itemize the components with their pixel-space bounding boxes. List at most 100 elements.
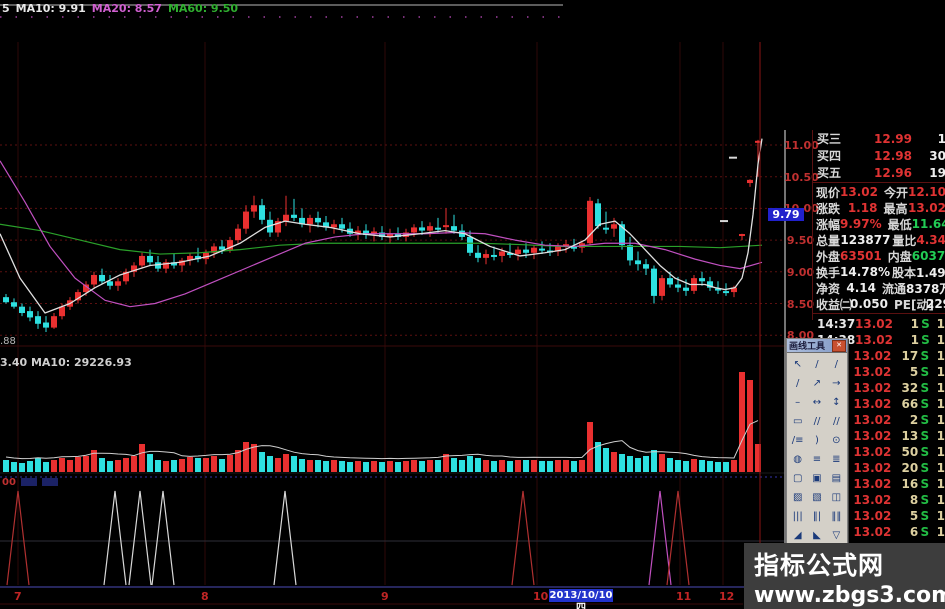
- trade-price: 13.02: [853, 445, 892, 459]
- tool-horizontal-segment[interactable]: –: [788, 393, 808, 412]
- trade-row[interactable]: 13.02 66 S 1: [812, 396, 945, 412]
- tool-arrow-line[interactable]: →: [826, 374, 846, 393]
- tool-shaded-channel[interactable]: ▨: [788, 488, 808, 507]
- tool-parallel-channel[interactable]: //: [826, 412, 846, 431]
- volume-ma-header: 3.40 MA10: 29226.93: [0, 356, 132, 369]
- tool-horizontal-line[interactable]: ↔: [807, 393, 827, 412]
- trade-count: 1: [936, 429, 945, 443]
- tool-gann-box[interactable]: ▢: [788, 469, 808, 488]
- tool-cycle-lines[interactable]: ‖‖: [826, 507, 846, 526]
- trade-price: 13.02: [853, 381, 892, 395]
- tool-fibonacci-levels[interactable]: ≡: [807, 450, 827, 469]
- price-scale-label: 11.00: [784, 139, 819, 152]
- trade-count: 1: [936, 333, 945, 347]
- indicator3-header: 00: [2, 477, 58, 488]
- quote-label: 股本: [892, 265, 917, 280]
- quote-value: 123877: [840, 233, 891, 247]
- trade-row[interactable]: 13.02 13 S 1: [812, 428, 945, 444]
- tool-trend-line[interactable]: /: [826, 355, 846, 374]
- drawing-tools-window[interactable]: 画线工具 ✕ ↖ / / / ↗ → – ↔ ↕ ▭/////≡) ⊙ ◍ ≡ ≣ ▢ ▣ ▤ ▨ ▧ ◫ ||| ‖| ‖…: [786, 338, 848, 564]
- tool-ray[interactable]: ↗: [807, 374, 827, 393]
- trade-volume: 5: [909, 365, 919, 379]
- bid-label: 买四: [817, 149, 842, 163]
- tool-angle-lines[interactable]: /≡: [788, 431, 808, 450]
- quote-label: 内盘: [887, 249, 912, 264]
- tool-parallel-lines[interactable]: //: [807, 412, 827, 431]
- trade-price: 13.02: [853, 349, 892, 363]
- tool-arc[interactable]: ): [807, 431, 827, 450]
- trade-price: 13.02: [853, 413, 892, 427]
- drawing-tools-titlebar[interactable]: 画线工具 ✕: [787, 339, 847, 353]
- quote-label: 收益㈡: [816, 297, 853, 312]
- bid-label: 买五: [817, 166, 842, 180]
- bid-row[interactable]: 买四 12.98 30: [813, 147, 945, 164]
- tool-gann-grid[interactable]: ▣: [807, 469, 827, 488]
- trade-row[interactable]: 13.02 5 S 1: [812, 508, 945, 524]
- trade-count: 1: [936, 461, 945, 475]
- tool-circle[interactable]: ⊙: [826, 431, 846, 450]
- trade-volume: 50: [901, 445, 919, 459]
- trade-tick-list[interactable]: 14:3713.021S114:3813.021S113.0217S113.02…: [812, 316, 945, 596]
- quote-value: 4.34: [916, 233, 945, 247]
- trade-price: 13.02: [853, 493, 892, 507]
- quote-info-row: 净资 4.14 流通8378万: [813, 280, 945, 296]
- quote-info-row: 涨跌 1.18 最高 13.02: [813, 200, 945, 216]
- indicator3-header-smudge: [20, 478, 37, 486]
- trade-row[interactable]: 13.02 32 S 1: [812, 380, 945, 396]
- price-scale-min: .88: [0, 336, 16, 347]
- trade-price: 13.02: [855, 317, 893, 331]
- watermark: 指标公式网 www.zbgs3.com: [744, 543, 945, 609]
- tool-line-segment[interactable]: /: [807, 355, 827, 374]
- trade-side: S: [920, 461, 930, 475]
- trade-volume: 13: [901, 429, 919, 443]
- trade-side: S: [920, 525, 930, 539]
- quote-info-row: 现价 13.02 今开 12.10: [813, 184, 945, 200]
- price-scale-label: 8.50: [786, 297, 814, 311]
- quote-value: 13.02: [908, 201, 945, 215]
- quote-value: 8378万: [906, 281, 945, 296]
- quote-label: 涨跌: [816, 201, 841, 216]
- trade-price: 13.02: [853, 477, 892, 491]
- quote-label: 总量: [816, 233, 841, 248]
- tool-split-box[interactable]: ◫: [826, 488, 846, 507]
- quote-value: 1.49亿: [916, 265, 945, 280]
- tool-time-zones[interactable]: |||: [788, 507, 808, 526]
- trade-row[interactable]: 13.02 2 S 1: [812, 412, 945, 428]
- bid-row[interactable]: 买五 12.96 19: [813, 164, 945, 181]
- trade-count: 1: [936, 493, 945, 507]
- quote-label: 换手: [816, 265, 841, 280]
- trade-row[interactable]: 13.02 5 S 1: [812, 364, 945, 380]
- tool-rectangle-box[interactable]: ▭: [788, 412, 808, 431]
- bid-label: 买三: [817, 132, 842, 146]
- trade-row[interactable]: 13.02 6 S 1: [812, 524, 945, 540]
- tool-percent-levels[interactable]: ≣: [826, 450, 846, 469]
- bid-row[interactable]: 买三 12.99 1: [813, 130, 945, 147]
- x-axis-month-label: 11: [676, 590, 692, 603]
- tool-vertical-line[interactable]: ↕: [826, 393, 846, 412]
- trade-row[interactable]: 14:37 13.02 1 S 1: [812, 316, 945, 332]
- close-icon[interactable]: ✕: [832, 339, 846, 352]
- tool-pointer[interactable]: ↖: [788, 355, 808, 374]
- volume-bars: [3, 372, 761, 472]
- tool-fibonacci-timezone[interactable]: ‖|: [807, 507, 827, 526]
- tool-oblique-segment[interactable]: /: [788, 374, 808, 393]
- trade-row[interactable]: 13.02 17 S 1: [812, 348, 945, 364]
- tool-price-range-box[interactable]: ▤: [826, 469, 846, 488]
- quote-value: 14.78%: [840, 265, 890, 279]
- trade-count: 1: [936, 349, 945, 363]
- trade-count: 1: [936, 477, 945, 491]
- tool-cycle-circle[interactable]: ◍: [788, 450, 808, 469]
- trade-row[interactable]: 13.02 50 S 1: [812, 444, 945, 460]
- quote-label: 最高: [883, 201, 908, 216]
- tool-hatch-channel[interactable]: ▧: [807, 488, 827, 507]
- trade-volume: 16: [901, 477, 919, 491]
- trade-row[interactable]: 13.02 16 S 1: [812, 476, 945, 492]
- trade-side: S: [920, 445, 930, 459]
